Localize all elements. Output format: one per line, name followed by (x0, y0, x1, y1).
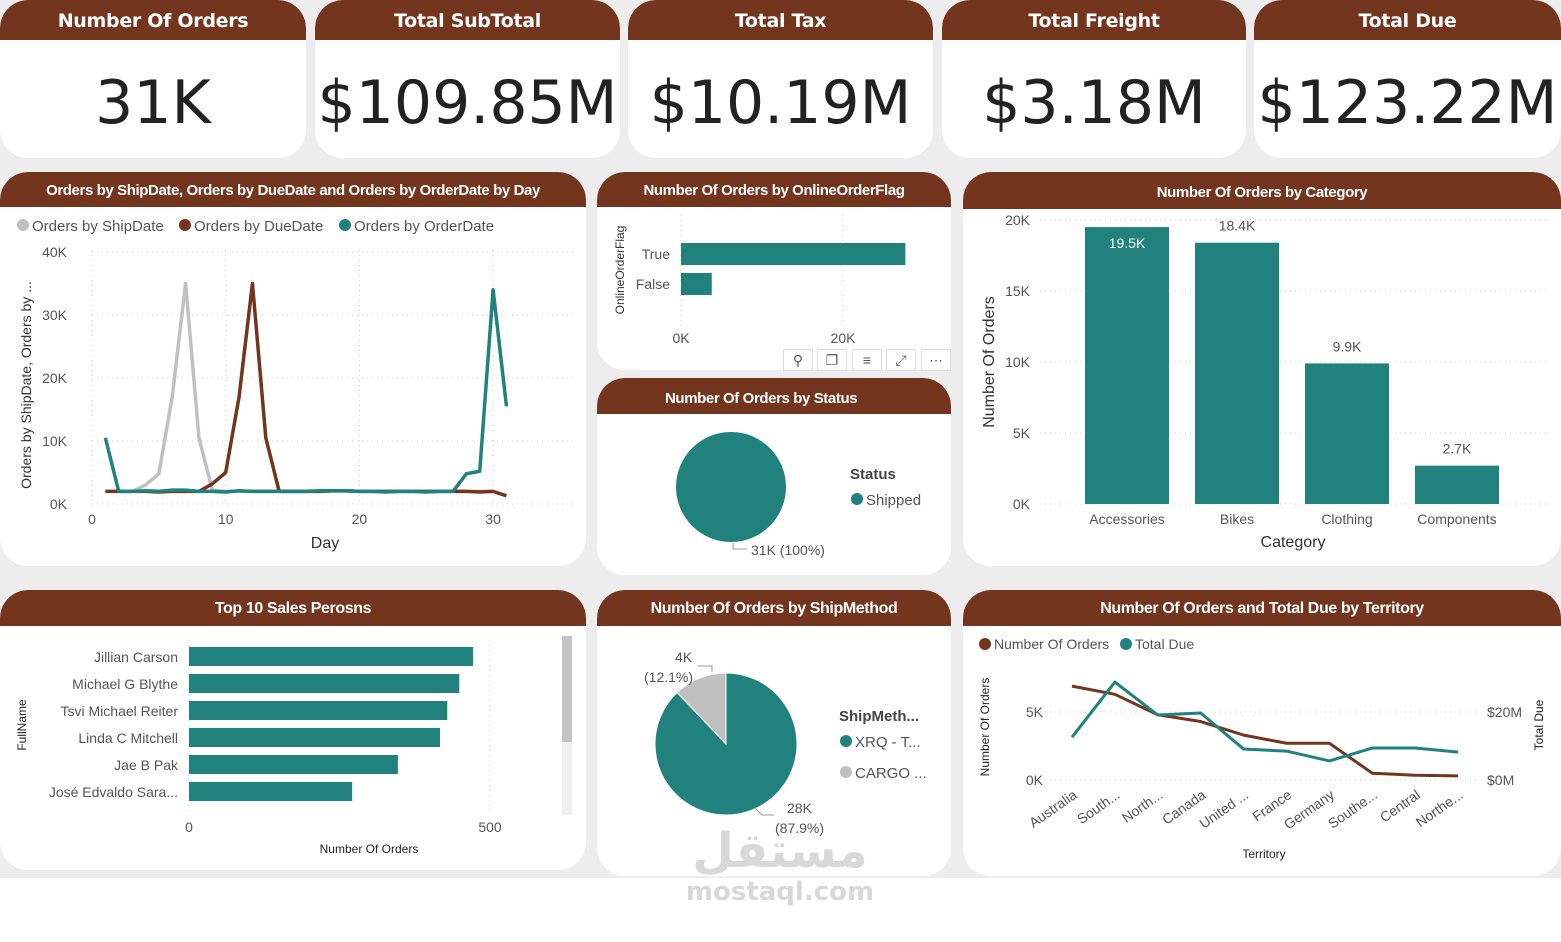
kpi-value: $3.18M (982, 68, 1206, 138)
chart-title: Number Of Orders by Status (597, 378, 951, 414)
chart-title: Number Of Orders by ShipMethod (597, 590, 951, 626)
kpi-card-tax[interactable]: Total Tax $10.19M (628, 0, 933, 158)
chart-title: Top 10 Sales Perosns (0, 590, 586, 626)
kpi-card-orders[interactable]: Number Of Orders 31K (0, 0, 306, 158)
kpi-title: Total Due (1254, 0, 1561, 40)
filter-icon[interactable]: ≡ (852, 349, 882, 371)
pin-icon[interactable]: ⚲ (783, 349, 813, 371)
watermark-arabic: مستقل (692, 823, 868, 879)
kpi-title: Total SubTotal (315, 0, 620, 40)
expand-icon[interactable]: ⤢ (886, 349, 916, 371)
kpi-card-total-due[interactable]: Total Due $123.22M (1254, 0, 1561, 158)
sales-persons-card[interactable]: Top 10 Sales Perosns (0, 590, 586, 870)
kpi-value: 31K (95, 68, 211, 138)
category-card[interactable]: Number Of Orders by Category (963, 172, 1561, 566)
copy-icon[interactable]: ❐ (817, 349, 847, 371)
territory-card[interactable]: Number Of Orders and Total Due by Territ… (963, 590, 1561, 876)
orders-by-day-card[interactable]: Orders by ShipDate, Orders by DueDate an… (0, 172, 586, 566)
kpi-card-subtotal[interactable]: Total SubTotal $109.85M (315, 0, 620, 158)
status-card[interactable]: Number Of Orders by Status (597, 378, 951, 575)
watermark-latin: mostaql.com (685, 877, 875, 907)
chart-title: Number Of Orders by Category (963, 172, 1561, 209)
kpi-value: $123.22M (1257, 68, 1558, 138)
kpi-title: Number Of Orders (0, 0, 306, 40)
kpi-value: $109.85M (317, 68, 618, 138)
online-flag-card[interactable]: Number Of Orders by OnlineOrderFlag (597, 172, 951, 370)
kpi-title: Total Freight (942, 0, 1246, 40)
kpi-title: Total Tax (628, 0, 933, 40)
watermark-logo: مستقل mostaql.com (680, 825, 880, 907)
kpi-card-freight[interactable]: Total Freight $3.18M (942, 0, 1246, 158)
chart-title: Orders by ShipDate, Orders by DueDate an… (0, 172, 586, 207)
kpi-value: $10.19M (649, 68, 912, 138)
scrollbar-thumb[interactable] (562, 636, 572, 742)
scrollbar-track[interactable] (562, 636, 572, 815)
chart-title: Number Of Orders and Total Due by Territ… (963, 590, 1561, 626)
chart-title: Number Of Orders by OnlineOrderFlag (597, 172, 951, 207)
more-icon[interactable]: ⋯ (921, 349, 951, 371)
